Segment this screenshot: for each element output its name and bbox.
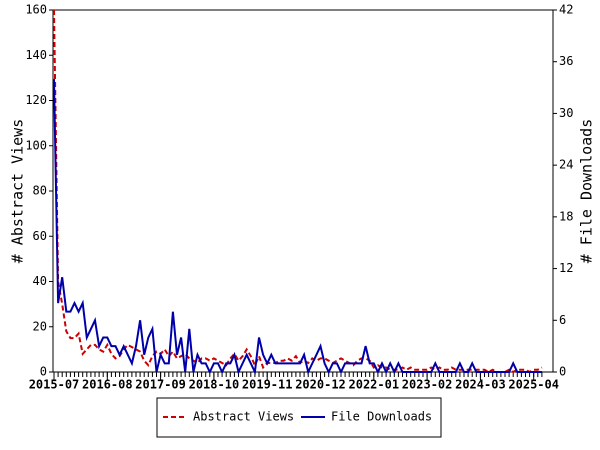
y-tick-label: 80 <box>33 184 47 198</box>
series-line <box>53 9 543 374</box>
y-tick-label: 160 <box>25 3 47 17</box>
y2-tick-label: 42 <box>559 3 573 17</box>
x-tick-label: 2022-01 <box>349 378 400 392</box>
y2-tick-label: 0 <box>559 365 566 379</box>
x-tick-label: 2024-03 <box>455 378 506 392</box>
legend-label: File Downloads <box>331 410 432 424</box>
x-tick-label: 2015-07 <box>29 378 80 392</box>
x-tick-label: 2019-11 <box>242 378 293 392</box>
legend-label: Abstract Views <box>193 410 294 424</box>
series-line <box>53 78 542 376</box>
y-tick-label: 140 <box>25 48 47 62</box>
y-axis-label: # Abstract Views <box>9 119 27 264</box>
y2-tick-label: 30 <box>559 106 573 120</box>
y2-tick-label: 36 <box>559 54 573 68</box>
x-tick-label: 2016-08 <box>82 378 133 392</box>
plot-frame <box>52 9 554 373</box>
y2-axis-label: # File Downloads <box>578 119 596 264</box>
legend-box <box>156 397 442 438</box>
y-tick-label: 40 <box>33 274 47 288</box>
y2-tick-label: 18 <box>559 209 573 223</box>
y-tick-label: 0 <box>40 365 47 379</box>
y-tick-label: 100 <box>25 138 47 152</box>
x-tick-label: 2025-04 <box>508 378 559 392</box>
y-tick-label: 60 <box>33 229 47 243</box>
x-tick-label: 2023-02 <box>402 378 453 392</box>
y-tick-label: 20 <box>33 319 47 333</box>
y2-tick-label: 12 <box>559 261 573 275</box>
y2-tick-label: 6 <box>559 313 566 327</box>
y-tick-label: 120 <box>25 93 47 107</box>
x-tick-label: 2017-09 <box>135 378 186 392</box>
x-tick-label: 2020-12 <box>295 378 346 392</box>
x-tick-label: 2018-10 <box>189 378 240 392</box>
y2-tick-label: 24 <box>559 158 573 172</box>
